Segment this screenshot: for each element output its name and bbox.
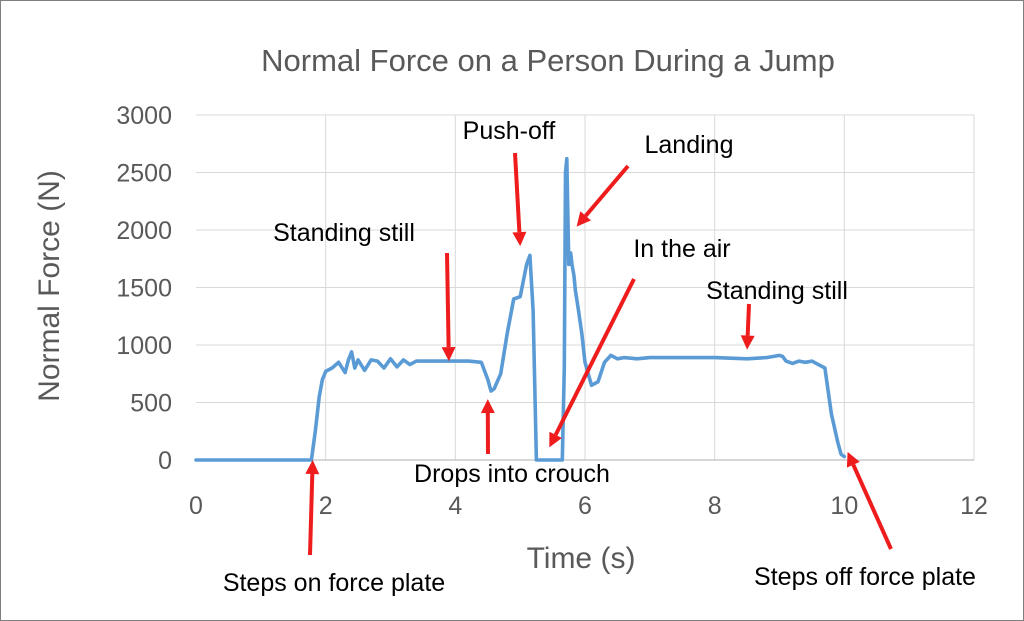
annotation-arrowhead xyxy=(740,335,755,350)
grid xyxy=(196,114,975,460)
annotation-arrow xyxy=(553,278,636,436)
y-tick-label: 2500 xyxy=(116,160,172,188)
x-tick-label: 12 xyxy=(960,492,988,520)
y-tick-label: 1500 xyxy=(116,275,172,303)
annotation-label: Push-off xyxy=(463,117,556,145)
tick-labels: 0 500 1000 1500 2000 2500 3000 0 2 4 6 8 10 12 xyxy=(116,102,988,520)
x-tick-label: 0 xyxy=(189,492,203,520)
annotation-arrowhead xyxy=(549,431,562,448)
annotation-arrow xyxy=(584,164,630,218)
annotation-arrowhead xyxy=(512,231,527,247)
x-tick-label: 2 xyxy=(319,492,333,520)
annotations: Standing still Push-off Landing In the air S… xyxy=(223,117,976,597)
annotation-label: In the air xyxy=(633,235,730,263)
annotation-label: Steps off force plate xyxy=(754,563,976,591)
annotation-arrowhead xyxy=(305,460,320,475)
annotation-arrow xyxy=(851,463,893,550)
annotation-arrow xyxy=(513,152,522,233)
y-tick-label: 500 xyxy=(130,390,172,418)
force-series-line xyxy=(194,156,847,462)
series-lines xyxy=(194,156,847,462)
y-tick-label: 1000 xyxy=(116,332,172,360)
y-tick-label: 0 xyxy=(158,447,172,475)
y-axis-label: Normal Force (N) xyxy=(33,170,66,402)
x-axis-label: Time (s) xyxy=(527,542,636,575)
annotation-label: Steps on force plate xyxy=(223,569,445,597)
x-tick-label: 10 xyxy=(830,492,858,520)
annotation-arrowhead xyxy=(441,347,456,362)
x-tick-label: 8 xyxy=(708,492,722,520)
chart-title: Normal Force on a Person During a Jump xyxy=(261,43,835,78)
annotation-label: Drops into crouch xyxy=(414,460,610,488)
x-tick-label: 6 xyxy=(578,492,592,520)
annotation-label: Standing still xyxy=(273,219,415,247)
annotation-label: Standing still xyxy=(706,277,848,305)
annotation-arrow xyxy=(308,473,315,556)
x-tick-label: 4 xyxy=(448,492,462,520)
annotation-label: Landing xyxy=(645,131,734,159)
annotation-arrow xyxy=(445,252,451,348)
annotation-arrowhead xyxy=(846,451,860,468)
annotation-arrowhead xyxy=(480,399,495,414)
y-tick-label: 2000 xyxy=(116,217,172,245)
y-tick-label: 3000 xyxy=(116,102,172,130)
annotation-arrowhead xyxy=(576,211,591,227)
annotation-arrow xyxy=(745,303,751,336)
